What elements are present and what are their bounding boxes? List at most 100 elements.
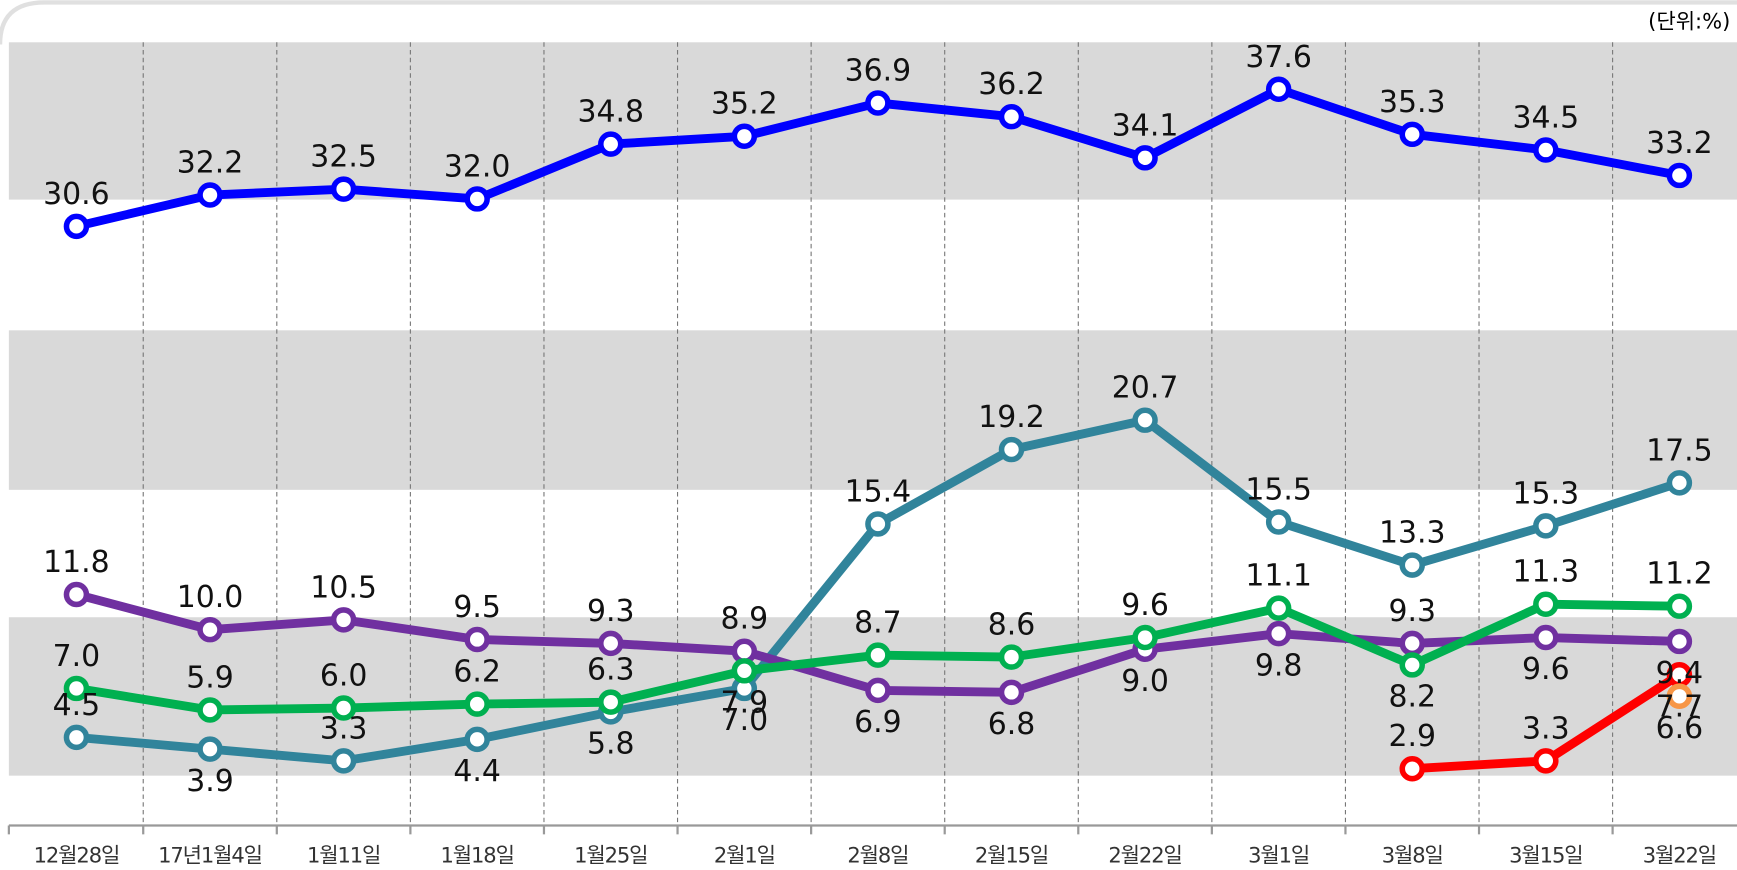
band: [8, 42, 1737, 200]
data-label: 3.3: [1522, 711, 1570, 746]
data-label: 32.0: [444, 149, 511, 184]
point: [63, 724, 90, 751]
x-tick-label: 2월15일: [975, 843, 1048, 868]
x-tick-label: 2월8일: [847, 843, 908, 868]
data-label: 5.8: [587, 727, 635, 762]
data-label: 6.8: [988, 707, 1036, 742]
data-label: 8.6: [988, 608, 1036, 643]
point: [1533, 137, 1559, 163]
data-label: 35.3: [1379, 85, 1446, 120]
data-label: 6.9: [854, 705, 902, 740]
data-label: 36.2: [978, 67, 1045, 102]
point: [1666, 628, 1693, 655]
point: [1265, 509, 1292, 535]
x-tick-label: 1월25일: [574, 843, 647, 868]
point: [1666, 162, 1693, 189]
data-label: 2.9: [1388, 719, 1436, 754]
data-label: 9.6: [1522, 652, 1570, 687]
point: [998, 679, 1025, 706]
point: [1533, 591, 1559, 617]
point: [1666, 470, 1693, 496]
data-label: 11.1: [1245, 559, 1312, 594]
data-label: 8.2: [1388, 680, 1436, 715]
frame: [0, 0, 1737, 45]
point: [197, 182, 223, 208]
point: [1399, 121, 1425, 148]
data-label: 4.4: [453, 754, 501, 789]
data-label: 17.5: [1646, 433, 1713, 468]
point: [330, 748, 357, 774]
point: [1132, 145, 1158, 171]
x-tick-label: 17년1월4일: [158, 843, 262, 868]
data-label: 13.3: [1379, 516, 1446, 551]
data-label: 11.8: [43, 545, 110, 580]
x-tick-label: 3월1일: [1248, 843, 1309, 868]
data-label: 6.3: [587, 653, 635, 688]
point: [1666, 593, 1693, 619]
data-label: 7.0: [721, 703, 769, 738]
point: [865, 642, 891, 668]
x-tick-label: 1월11일: [307, 843, 380, 868]
point: [464, 726, 490, 753]
data-label: 8.7: [854, 606, 902, 641]
point: [1533, 748, 1559, 774]
x-tick-label: 3월22일: [1643, 843, 1716, 868]
point: [998, 436, 1025, 463]
point: [464, 186, 490, 212]
point: [1533, 624, 1559, 651]
data-label: 34.8: [577, 95, 644, 130]
data-label: 19.2: [978, 400, 1045, 435]
data-label: 37.6: [1245, 40, 1312, 75]
data-label: 32.5: [310, 140, 377, 175]
point: [1399, 552, 1425, 578]
data-label: 33.2: [1646, 126, 1713, 161]
data-label: 6.0: [320, 658, 368, 693]
data-label: 9.4: [1656, 656, 1704, 691]
point: [865, 677, 891, 704]
unit-label: (단위:%): [1648, 8, 1730, 33]
point: [1265, 620, 1292, 647]
data-label: 9.0: [1121, 664, 1169, 699]
data-label: 8.9: [721, 602, 769, 637]
x-tick-label: 2월1일: [714, 843, 775, 868]
point: [1533, 513, 1559, 539]
data-label: 30.6: [43, 177, 110, 212]
point: [598, 689, 624, 715]
data-label: 9.5: [453, 590, 501, 625]
point: [1399, 755, 1425, 782]
data-label: 3.9: [186, 764, 234, 799]
x-tick-label: 12월28일: [34, 843, 120, 868]
point: [330, 607, 357, 633]
point: [1265, 595, 1292, 621]
point: [998, 644, 1025, 670]
data-label: 6.6: [1656, 711, 1704, 746]
data-label: 11.3: [1513, 555, 1580, 590]
data-label: 6.2: [453, 655, 501, 690]
data-label: 15.5: [1245, 472, 1312, 507]
point: [63, 581, 90, 608]
data-label: 3.3: [320, 711, 368, 746]
data-label: 11.2: [1646, 557, 1713, 592]
data-label: 9.8: [1255, 648, 1303, 683]
point: [1399, 652, 1425, 678]
point: [63, 675, 90, 702]
data-label: 7.7: [1656, 689, 1704, 724]
data-label: 15.3: [1513, 476, 1580, 511]
point: [598, 131, 624, 157]
point: [998, 103, 1025, 130]
point: [63, 213, 90, 240]
data-label: 35.2: [711, 87, 778, 122]
data-label: 9.6: [1121, 588, 1169, 623]
data-label: 9.3: [1388, 594, 1436, 629]
data-label: 7.9: [721, 686, 769, 721]
x-tick-label: 2월22일: [1108, 843, 1181, 868]
data-label: 5.9: [186, 660, 234, 695]
point: [1265, 76, 1292, 103]
point: [197, 616, 223, 643]
point: [731, 123, 758, 150]
data-label: 10.5: [310, 570, 377, 605]
point: [1132, 624, 1158, 651]
data-label: 4.5: [53, 688, 101, 723]
point: [464, 691, 490, 717]
